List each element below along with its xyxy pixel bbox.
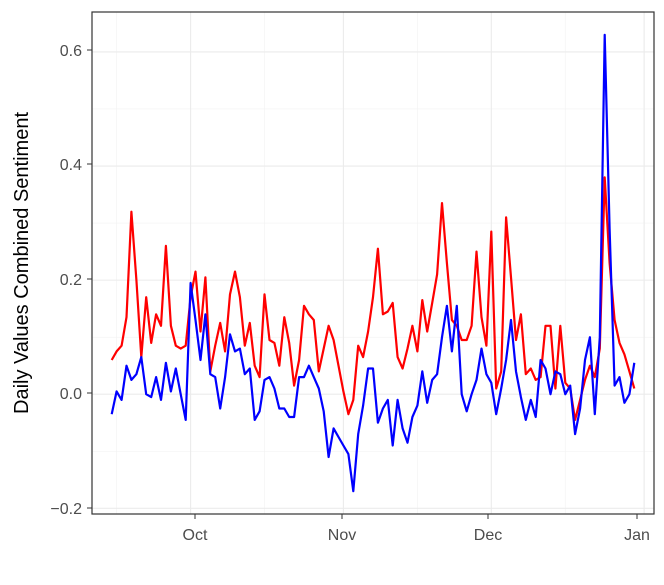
panel-border	[91, 11, 655, 515]
x-tick-label: Dec	[474, 527, 502, 544]
series-layer	[110, 33, 636, 493]
y-tick-label: 0.0	[60, 386, 82, 403]
y-tick-label: 0.2	[60, 272, 82, 289]
y-tick-label: 0.6	[60, 43, 82, 60]
series-line-blue	[110, 33, 636, 493]
grid-major	[92, 12, 654, 514]
x-tick-label: Oct	[183, 527, 208, 544]
y-axis-title: Daily Values Combined Sentiment	[11, 112, 33, 414]
x-tick-label: Jan	[624, 527, 650, 544]
x-tick-label: Nov	[328, 527, 356, 544]
series-line-red	[110, 176, 636, 421]
y-tick-label: −0.2	[50, 501, 82, 518]
y-tick-label: 0.4	[60, 157, 82, 174]
